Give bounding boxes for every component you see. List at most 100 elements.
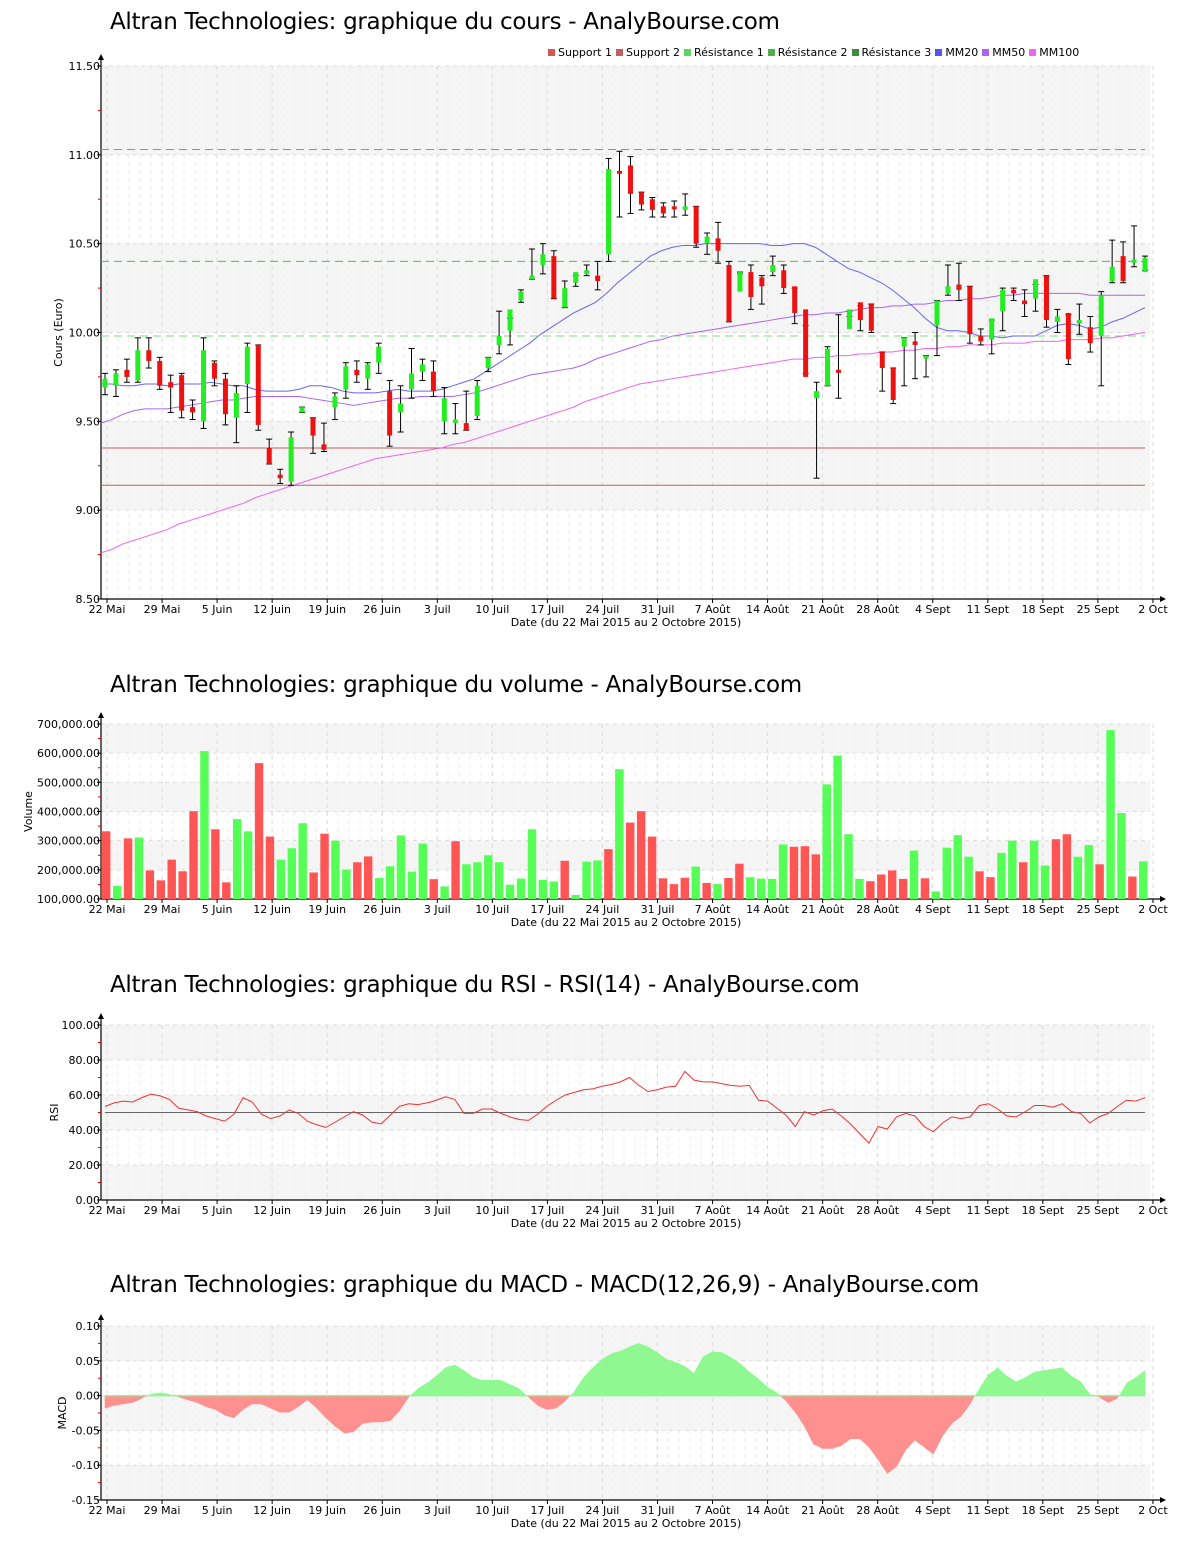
candlestick	[463, 390, 470, 431]
macd-area	[647, 1346, 658, 1396]
legend-item: Support 1	[548, 46, 612, 59]
macd-area	[159, 1392, 170, 1396]
macd-area	[877, 1395, 888, 1475]
macd-area	[344, 1395, 354, 1434]
x-tick-label: 17 Juil	[530, 603, 564, 616]
volume-bar	[451, 841, 460, 899]
candlestick	[496, 310, 503, 355]
legend-swatch-icon	[851, 49, 859, 56]
y-tick-label: 400,000.00	[37, 806, 100, 819]
volume-bar	[658, 878, 668, 899]
x-tick-label: 21 Août	[801, 903, 845, 916]
macd-area	[887, 1395, 897, 1475]
volume-bar	[287, 848, 296, 899]
volume-bar	[1062, 834, 1072, 899]
legend-label: Résistance 2	[777, 46, 848, 59]
macd-area	[565, 1395, 571, 1402]
volume-bar	[364, 856, 373, 899]
x-tick-label: 26 Juin	[363, 903, 401, 916]
candlestick	[1098, 291, 1105, 387]
x-axis-label: Date (du 22 Mai 2015 au 2 Octobre 2015)	[511, 616, 742, 629]
x-tick-label: 12 Juin	[253, 1504, 291, 1517]
legend-item: Résistance 1	[683, 46, 764, 59]
macd-area	[178, 1395, 189, 1401]
macd-area	[730, 1356, 741, 1396]
macd-area	[371, 1395, 382, 1423]
candlestick	[507, 309, 514, 346]
macd-area	[767, 1386, 778, 1396]
legend-swatch-icon	[935, 49, 943, 56]
x-tick-label: 2 Oct	[1138, 903, 1168, 916]
volume-bar	[669, 884, 679, 899]
macd-area	[841, 1395, 851, 1447]
x-tick-label: 4 Sept	[915, 903, 951, 916]
candlestick	[397, 385, 404, 433]
x-tick-label: 21 Août	[801, 1204, 845, 1217]
volume-bar	[516, 878, 526, 899]
legend-label: Support 2	[625, 46, 680, 59]
x-tick-label: 26 Juin	[363, 603, 401, 616]
macd-area	[684, 1365, 695, 1396]
x-tick-label: 24 Juil	[586, 903, 620, 916]
volume-bar	[1084, 845, 1093, 899]
x-tick-label: 7 Août	[695, 1204, 732, 1217]
candlestick	[386, 379, 393, 447]
volume-bar	[112, 885, 122, 899]
macd-area	[779, 1395, 787, 1402]
macd-area	[353, 1395, 363, 1433]
y-tick-label: 8.50	[76, 593, 101, 606]
macd-area	[656, 1351, 667, 1396]
macd-area	[196, 1395, 207, 1408]
macd-area	[942, 1395, 952, 1437]
x-tick-label: 25 Sept	[1077, 903, 1120, 916]
volume-bar	[582, 861, 591, 899]
candlestick	[419, 358, 426, 381]
y-tick-label: 100,000.00	[37, 893, 100, 906]
volume-bar	[909, 850, 919, 899]
legend-item: Support 2	[615, 46, 680, 59]
candlestick	[747, 264, 754, 310]
legend-label: MM50	[992, 46, 1026, 59]
volume-bar	[997, 852, 1006, 899]
volume-bar	[1117, 812, 1126, 899]
candlestick	[824, 346, 831, 387]
y-tick-label: -0.10	[72, 1459, 100, 1472]
x-tick-label: 24 Juil	[586, 603, 620, 616]
macd-area	[933, 1395, 943, 1455]
macd-area	[997, 1367, 1008, 1396]
macd-area	[1015, 1377, 1026, 1396]
macd-area	[914, 1395, 925, 1448]
candlestick	[145, 337, 152, 369]
candlestick	[791, 286, 798, 325]
volume-bar	[527, 829, 537, 899]
volume-bar	[1095, 864, 1104, 899]
macd-area	[1094, 1395, 1099, 1397]
macd-area	[675, 1361, 686, 1396]
macd-area	[252, 1395, 262, 1405]
candlestick	[649, 196, 656, 218]
volume-bar	[636, 811, 646, 899]
candlestick	[660, 202, 667, 218]
y-tick-label: 0.00	[76, 1390, 101, 1403]
candlestick	[353, 360, 360, 383]
macd-area	[491, 1380, 502, 1396]
macd-area	[620, 1346, 630, 1396]
volume-bar	[396, 835, 406, 899]
candlestick	[255, 344, 262, 431]
volume-bar	[484, 855, 493, 899]
volume-bar	[495, 862, 504, 899]
y-axis-label: Volume	[22, 791, 35, 832]
x-tick-label: 2 Oct	[1138, 603, 1168, 616]
x-tick-label: 28 Août	[856, 1204, 900, 1217]
candlestick	[736, 271, 743, 292]
candlestick	[1109, 239, 1116, 284]
candlestick	[211, 360, 218, 387]
volume-bar	[691, 866, 700, 899]
candlestick	[846, 309, 853, 329]
macd-area	[1098, 1395, 1109, 1404]
y-tick-label: 10.50	[69, 238, 101, 251]
y-tick-label: 700,000.00	[37, 718, 100, 731]
volume-bar	[767, 878, 777, 899]
macd-area	[445, 1364, 455, 1396]
volume-bar	[429, 879, 438, 899]
